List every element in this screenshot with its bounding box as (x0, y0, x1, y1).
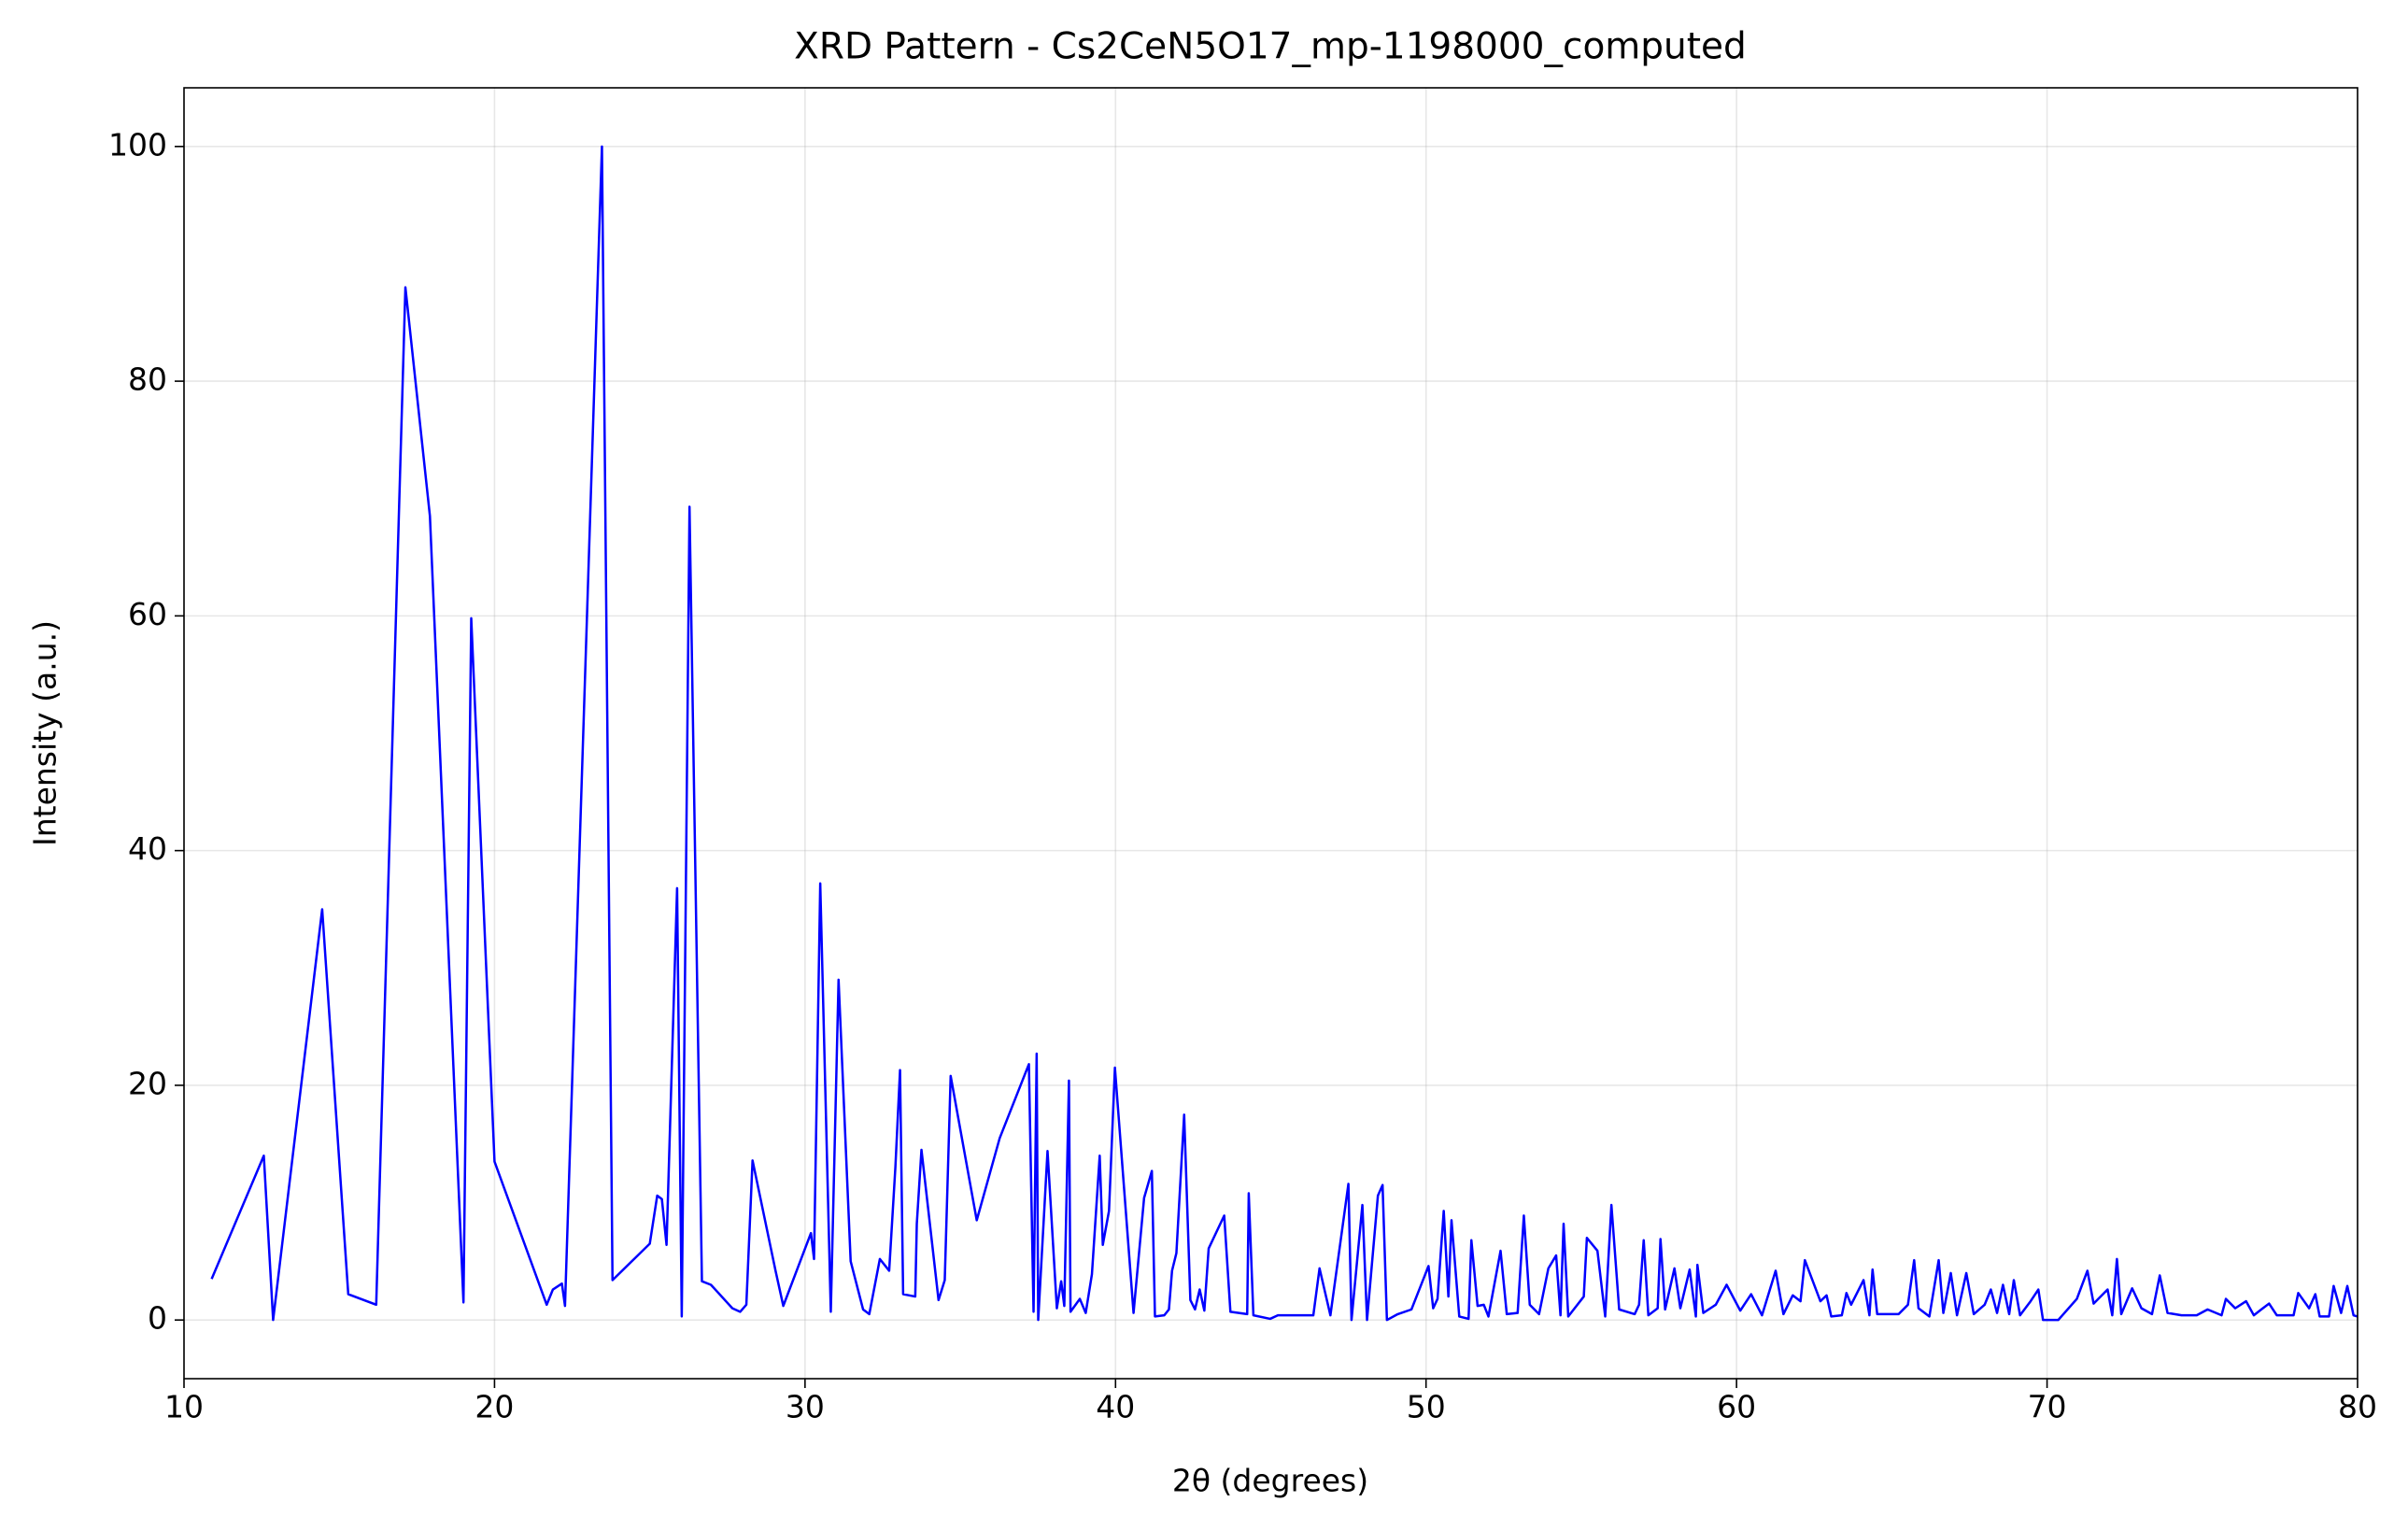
x-tick-label: 50 (1407, 1389, 1446, 1425)
x-tick-label: 30 (786, 1389, 825, 1425)
x-tick-label: 20 (475, 1389, 514, 1425)
x-tick-label: 70 (2028, 1389, 2067, 1425)
y-tick-label: 0 (148, 1300, 167, 1337)
plot-frame (183, 87, 2358, 1380)
y-tick-label: 80 (128, 361, 167, 398)
x-tick-label: 60 (1717, 1389, 1756, 1425)
data-line (210, 145, 2358, 1322)
y-tick-label: 60 (128, 596, 167, 632)
x-tick-label: 10 (164, 1389, 204, 1425)
x-tick-label: 40 (1096, 1389, 1135, 1425)
y-axis-label: Intensity (a.u.) (27, 620, 64, 846)
y-tick-label: 20 (128, 1065, 167, 1101)
y-tick-label: 40 (128, 830, 167, 867)
chart-title: XRD Pattern - Cs2CeN5O17_mp-1198000_comp… (794, 26, 1747, 68)
x-axis-label: 2θ (degrees) (1172, 1463, 1368, 1499)
y-tick-label: 100 (108, 126, 167, 163)
x-tick-label: 80 (2338, 1389, 2377, 1425)
